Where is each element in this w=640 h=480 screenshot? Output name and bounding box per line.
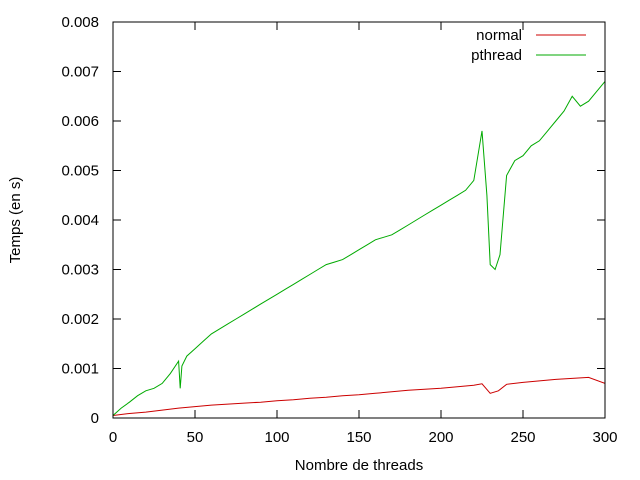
axis-ticks xyxy=(112,21,606,419)
x-tick-label-6: 300 xyxy=(592,429,617,446)
x-tick-label-0: 0 xyxy=(109,429,117,446)
y-tick-label-4: 0.004 xyxy=(61,212,99,229)
y-tick-label-6: 0.006 xyxy=(61,113,99,130)
y-tick-label-1: 0.001 xyxy=(61,361,99,378)
x-axis-label: Nombre de threads xyxy=(295,457,423,474)
x-tick-label-5: 250 xyxy=(510,429,535,446)
y-tick-label-3: 0.003 xyxy=(61,262,99,279)
series-line-pthread xyxy=(112,81,606,416)
legend-label-pthread: pthread xyxy=(471,47,522,64)
x-tick-labels: 0 50 100 150 200 250 300 xyxy=(109,429,618,446)
y-tick-label-5: 0.005 xyxy=(61,163,99,180)
y-tick-label-8: 0.008 xyxy=(61,14,99,31)
x-tick-label-3: 150 xyxy=(346,429,371,446)
y-tick-labels: 0 0.001 0.002 0.003 0.004 0.005 0.006 0.007 0.00… xyxy=(61,14,99,427)
x-tick-label-4: 200 xyxy=(428,429,453,446)
legend: normal pthread xyxy=(471,27,586,64)
y-tick-label-0: 0 xyxy=(91,410,99,427)
y-tick-label-7: 0.007 xyxy=(61,64,99,81)
x-tick-label-1: 50 xyxy=(187,429,204,446)
legend-label-normal: normal xyxy=(476,27,522,44)
y-tick-label-2: 0.002 xyxy=(61,311,99,328)
x-tick-label-2: 100 xyxy=(264,429,289,446)
y-axis-label: Temps (en s) xyxy=(7,177,24,264)
plot-series xyxy=(112,81,606,416)
series-line-normal xyxy=(112,376,606,416)
